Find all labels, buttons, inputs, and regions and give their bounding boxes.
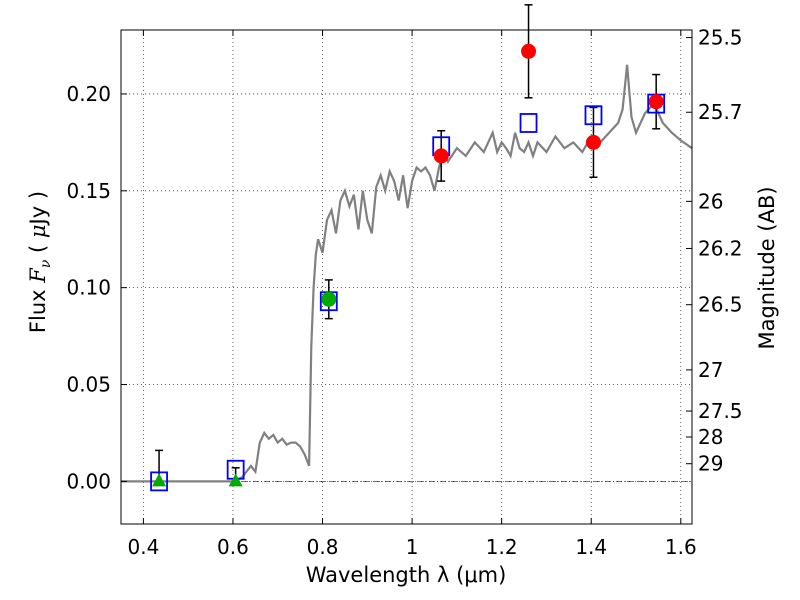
x-tick-label: 1.6 xyxy=(665,535,697,559)
data-points xyxy=(150,4,666,492)
x-tick-label: 0.8 xyxy=(307,535,339,559)
upper-limit-triangle xyxy=(152,473,167,487)
spectrum-line xyxy=(121,64,693,483)
observed-point-red xyxy=(521,43,537,59)
model-point-square xyxy=(150,471,168,492)
y2-tick-label: 26.2 xyxy=(698,236,743,260)
model-point-square xyxy=(584,105,603,126)
y2-tick-label: 29 xyxy=(698,452,723,476)
x-axis-label: Wavelength λ (μm) xyxy=(306,563,507,587)
y-tick-label: 0.15 xyxy=(66,179,111,203)
model-point-square xyxy=(519,113,538,133)
y-tick-label: 0.10 xyxy=(66,276,111,300)
x-tick-label: 1.4 xyxy=(575,535,607,559)
y-tick-label: 0.00 xyxy=(66,469,111,493)
y2-axis-label: Magnitude (AB) xyxy=(755,186,779,349)
y2-tick-label: 26 xyxy=(698,189,723,213)
y-axis-ticks: 0.00 0.05 0.10 0.15 0.20 xyxy=(66,82,127,493)
y2-tick-label: 25.5 xyxy=(698,26,743,50)
plot-frame xyxy=(120,29,693,525)
observed-point-red xyxy=(433,148,449,164)
upper-limit-triangle xyxy=(228,473,243,487)
x-tick-label: 1.2 xyxy=(486,535,518,559)
y2-tick-label: 26.5 xyxy=(698,293,743,317)
y2-tick-label: 27 xyxy=(698,358,723,382)
y2-tick-label: 28 xyxy=(698,425,723,449)
y-axis-label: Flux Fν ( μJy ) xyxy=(26,191,54,333)
y-tick-label: 0.20 xyxy=(66,82,111,106)
model-spectrum xyxy=(121,64,693,483)
x-tick-label: 1 xyxy=(406,535,419,559)
x-axis-ticks: 0.4 0.6 0.8 1 1.2 1.4 1.6 xyxy=(127,30,697,559)
observed-point-red xyxy=(585,134,601,150)
y-tick-label: 0.05 xyxy=(66,373,111,397)
observed-point-red xyxy=(648,94,664,110)
x-tick-label: 0.6 xyxy=(217,535,249,559)
observed-point-green xyxy=(321,291,337,307)
y2-tick-label: 27.5 xyxy=(698,399,743,423)
y2-axis-ticks: 25.5 25.7 26 26.2 26.5 27 27.528 29 xyxy=(686,26,743,476)
y2-tick-label: 25.7 xyxy=(698,100,743,124)
x-tick-label: 0.4 xyxy=(127,535,159,559)
